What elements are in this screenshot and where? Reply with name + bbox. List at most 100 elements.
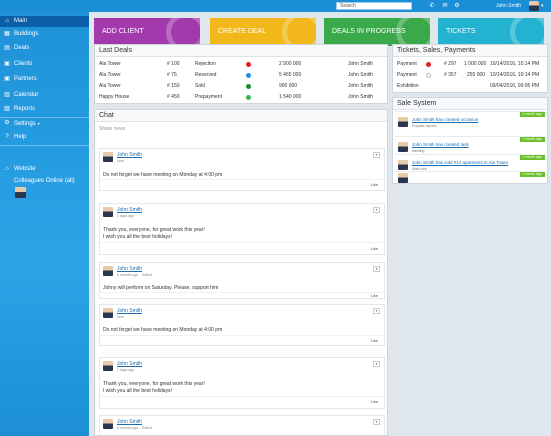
user-name[interactable]: John Smith xyxy=(496,3,522,9)
post-text: I wish you all the best holidays! xyxy=(103,234,172,240)
panel-title: Chat xyxy=(95,110,387,122)
chat-post: John Smith Now ▾ Do not forget we have m… xyxy=(99,304,385,346)
colleague-avatar[interactable] xyxy=(15,187,26,198)
sidebar: ⌂ Main ▦ Buildings ▤ Deals ▣ Clients ▣ Partne… xyxy=(0,12,89,436)
sale-item[interactable]: 1 month ago John Smith has created occas… xyxy=(395,111,545,130)
deal-row[interactable]: Ala Tower # 75 Reserved 5 465 000 John S… xyxy=(99,72,374,78)
sale-item[interactable]: 1 month ago John Smith has sold #14 apar… xyxy=(395,154,545,173)
sale-event-link[interactable]: John Smith has created occasion xyxy=(412,117,479,122)
post-time: Now xyxy=(117,159,125,163)
like-button[interactable]: Like xyxy=(370,293,378,298)
sidebar-item-settings[interactable]: ⚙ Settings ▾ xyxy=(4,120,40,127)
colleagues-online-label: Colleagues Online (all) xyxy=(14,178,75,184)
like-button[interactable]: Like xyxy=(370,399,378,404)
sale-system-panel: Sale System 1 month ago John Smith has c… xyxy=(392,97,548,184)
sidebar-item-main[interactable]: ⌂ Main xyxy=(0,16,89,27)
like-button[interactable]: Like xyxy=(370,246,378,251)
website-icon: ⌂ xyxy=(5,166,9,172)
post-time: 2 days ago xyxy=(117,214,135,218)
search-input[interactable]: Search xyxy=(336,2,412,10)
sidebar-divider xyxy=(0,117,89,118)
sidebar-item-reports[interactable]: ▧ Reports xyxy=(0,104,89,115)
tsp-row[interactable]: Payment # 297 1 000 000 10/14/2016, 10:1… xyxy=(397,61,540,67)
like-button[interactable]: Like xyxy=(370,338,378,343)
status-dot xyxy=(246,95,251,100)
avatar xyxy=(398,117,408,127)
chevron-down-icon: ▾ xyxy=(37,121,40,126)
deal-row[interactable]: Ala Tower # 100 Rejection 2 900 000 John… xyxy=(99,61,374,67)
sidebar-item-deals[interactable]: ▤ Deals xyxy=(0,43,89,54)
sale-event-detail: Prepare reports xyxy=(412,124,437,128)
main-content: ADD CLIENT CREATE DEAL DEALS IN PROGRESS… xyxy=(89,12,551,436)
user-avatar[interactable] xyxy=(529,1,539,11)
sale-event-link[interactable]: John Smith has sold #14 apartment in Ala… xyxy=(412,160,509,165)
post-time: 5 months ago xyxy=(117,426,139,430)
chevron-down-icon[interactable]: ▾ xyxy=(541,3,544,9)
time-badge: 1 month ago xyxy=(519,155,545,160)
post-text: Do not forget we have meeting on Monday … xyxy=(103,327,223,333)
post-author-link[interactable]: John Smith xyxy=(117,308,143,314)
avatar[interactable] xyxy=(103,266,113,276)
sale-item[interactable]: 1 month ago John Smith has created task … xyxy=(395,136,545,155)
partners-icon: ▣ xyxy=(4,76,10,82)
avatar[interactable] xyxy=(103,152,113,162)
tsp-row[interactable]: Exhibition 09/04/2016, 09:05 PM xyxy=(397,83,540,89)
chevron-down-icon[interactable]: ▾ xyxy=(373,266,380,272)
deal-row[interactable]: Happy House # 450 Prepayment 1 540 000 J… xyxy=(99,94,374,100)
panel-title: Tickets, Sales, Payments xyxy=(393,45,547,57)
tsp-row[interactable]: Payment # 357 255 000 10/14/2016, 10:14 … xyxy=(397,72,540,78)
sale-event-link[interactable]: John Smith has created task xyxy=(412,142,469,147)
sidebar-item-partners[interactable]: ▣ Partners xyxy=(0,74,89,85)
settings-icon[interactable]: ⚙ xyxy=(454,3,460,9)
sidebar-item-buildings[interactable]: ▦ Buildings xyxy=(0,29,89,40)
phone-icon[interactable]: ✆ xyxy=(429,3,435,9)
sale-item[interactable]: 1 month ago xyxy=(395,171,545,183)
sale-event-detail: Start now xyxy=(412,167,427,171)
status-dot xyxy=(246,84,251,89)
post-time: 5 months ago xyxy=(117,273,139,277)
add-client-tile[interactable]: ADD CLIENT xyxy=(94,18,200,46)
top-bar: Search ✆ ✉ ⚙ John Smith ▾ xyxy=(0,0,551,12)
status-dot xyxy=(426,73,431,78)
chevron-down-icon[interactable]: ▾ xyxy=(373,419,380,425)
panel-title: Last Deals xyxy=(95,45,387,57)
sidebar-item-clients[interactable]: ▣ Clients xyxy=(0,59,89,70)
sidebar-item-help[interactable]: ? Help xyxy=(0,132,89,143)
share-news-input[interactable]: Share news xyxy=(99,126,126,132)
post-author-link[interactable]: John Smith xyxy=(117,152,143,158)
sidebar-item-calendar[interactable]: ▥ Calendar xyxy=(0,90,89,101)
settings-icon: ⚙ xyxy=(4,120,10,126)
like-button[interactable]: Like xyxy=(370,182,378,187)
tickets-tile[interactable]: TICKETS xyxy=(438,18,544,46)
chevron-down-icon[interactable]: ▾ xyxy=(373,207,380,213)
time-badge: 1 month ago xyxy=(519,137,545,142)
post-text: Thank you, everyone, for great work this… xyxy=(103,381,205,387)
post-text: Johny will perform on Saturday. Please, … xyxy=(103,285,219,291)
status-dot xyxy=(426,62,431,67)
deal-row[interactable]: Ala Tower # 150 Sold 900 000 John Smith xyxy=(99,83,374,89)
mail-icon[interactable]: ✉ xyxy=(442,3,448,9)
deals-in-progress-tile[interactable]: DEALS IN PROGRESS xyxy=(324,18,430,46)
avatar[interactable] xyxy=(103,361,113,371)
post-author-link[interactable]: John Smith xyxy=(117,419,143,425)
time-badge: 1 month ago xyxy=(519,172,545,177)
post-author-link[interactable]: John Smith xyxy=(117,207,143,213)
avatar xyxy=(398,142,408,152)
post-author-link[interactable]: John Smith xyxy=(117,361,143,367)
avatar xyxy=(398,160,408,170)
avatar[interactable] xyxy=(103,308,113,318)
sidebar-divider xyxy=(0,145,89,146)
post-author-link[interactable]: John Smith xyxy=(117,266,143,272)
status-dot xyxy=(246,73,251,78)
create-deal-tile[interactable]: CREATE DEAL xyxy=(210,18,316,46)
avatar[interactable] xyxy=(103,207,113,217)
chevron-down-icon[interactable]: ▾ xyxy=(373,152,380,158)
avatar xyxy=(398,173,408,183)
sidebar-item-website[interactable]: ⌂ Website xyxy=(0,164,89,175)
chevron-down-icon[interactable]: ▾ xyxy=(373,361,380,367)
post-time: 2 days ago xyxy=(117,368,135,372)
chevron-down-icon[interactable]: ▾ xyxy=(373,308,380,314)
clients-icon: ▣ xyxy=(4,61,10,67)
chat-post: John Smith 2 days ago ▾ Thank you, every… xyxy=(99,203,385,255)
avatar[interactable] xyxy=(103,419,113,429)
